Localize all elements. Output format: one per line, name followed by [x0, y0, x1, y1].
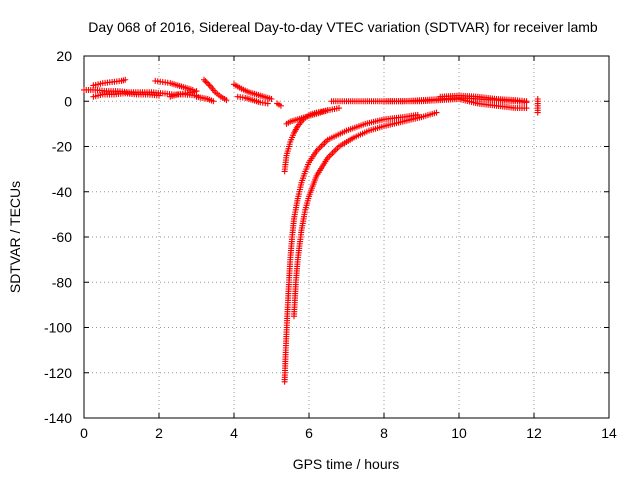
x-tick-label: 4	[230, 425, 238, 441]
x-tick-label: 6	[305, 425, 313, 441]
x-tick-labels: 0 2 4 6 8 10 12 14	[80, 425, 617, 441]
x-tick-label: 10	[451, 425, 467, 441]
y-tick-label: -140	[44, 410, 72, 426]
series-12	[381, 95, 530, 112]
data-point	[205, 80, 212, 87]
series-3	[90, 90, 162, 100]
series-15	[281, 111, 421, 385]
data-point	[156, 92, 162, 99]
x-axis-label: GPS time / hours	[293, 456, 400, 472]
data-point	[202, 78, 209, 85]
series-7	[193, 93, 217, 105]
y-tick-label: -120	[44, 365, 72, 381]
y-tick-label: -80	[52, 274, 72, 290]
data-point	[523, 98, 530, 105]
series-2	[90, 76, 129, 89]
series-16	[291, 109, 440, 320]
data-point	[268, 95, 275, 102]
data-point	[122, 76, 129, 83]
data-point	[201, 76, 207, 83]
data-points	[81, 76, 541, 385]
data-point	[203, 79, 210, 86]
y-tick-label: -40	[52, 184, 72, 200]
series-5	[167, 88, 200, 100]
chart-title: Day 068 of 2016, Sidereal Day-to-day VTE…	[88, 19, 598, 35]
series-13	[437, 92, 530, 105]
series-18	[283, 107, 331, 127]
data-point	[336, 105, 342, 112]
x-tick-label: 14	[601, 425, 617, 441]
data-point	[324, 107, 331, 114]
x-tick-label: 12	[526, 425, 542, 441]
series-6	[201, 76, 230, 104]
grid	[84, 56, 609, 418]
x-tick-label: 0	[80, 425, 88, 441]
data-point	[210, 98, 217, 105]
data-point	[264, 100, 271, 107]
x-tick-label: 2	[155, 425, 163, 441]
tick-marks	[83, 55, 610, 419]
y-tick-label: 20	[56, 48, 72, 64]
data-point	[223, 97, 230, 104]
series-14	[534, 95, 541, 116]
data-point	[433, 109, 440, 116]
data-point	[193, 88, 200, 95]
data-point	[523, 105, 530, 112]
y-tick-label: -20	[52, 139, 72, 155]
plot-frame	[83, 55, 610, 419]
y-tick-labels: 20 0 -20 -40 -60 -80 -100 -120 -140	[44, 48, 72, 426]
series-4	[152, 77, 196, 93]
data-point	[277, 102, 284, 109]
y-axis-label: SDTVAR / TECUs	[7, 181, 23, 293]
y-tick-label: -100	[44, 320, 72, 336]
series-10	[274, 100, 284, 109]
x-tick-label: 8	[380, 425, 388, 441]
data-point	[534, 109, 541, 116]
series-9	[234, 93, 271, 107]
y-tick-label: -60	[52, 229, 72, 245]
y-tick-label: 0	[64, 93, 72, 109]
series-8	[231, 81, 275, 102]
